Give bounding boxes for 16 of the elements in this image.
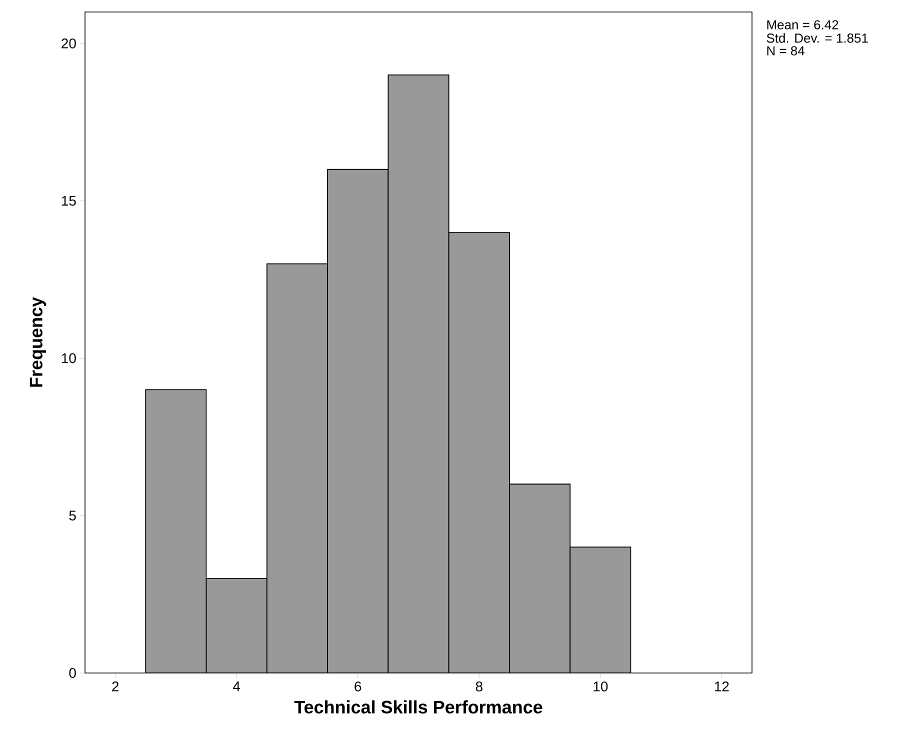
y-axis-title: Frequency [30, 297, 46, 387]
x-tick-label: 4 [233, 682, 240, 692]
x-tick-label: 12 [714, 682, 729, 692]
x-tick-label: 10 [594, 682, 608, 692]
y-tick-label: 0 [69, 668, 76, 678]
y-tick-label: 5 [69, 510, 76, 520]
x-tick-label: 6 [354, 682, 362, 692]
text: N = 84 [767, 46, 804, 56]
x-tick-label: 2 [112, 682, 119, 692]
text: Mean = 6.42 [767, 20, 838, 30]
y-tick-label: 10 [62, 353, 76, 364]
x-axis-title: Technical Skills Performance [294, 700, 542, 714]
y-tick-label: 20 [62, 38, 76, 48]
x-tick-label: 8 [476, 682, 482, 692]
text: Std. Dev. = 1.851 [766, 33, 868, 43]
y-tick-label: 15 [62, 196, 76, 206]
